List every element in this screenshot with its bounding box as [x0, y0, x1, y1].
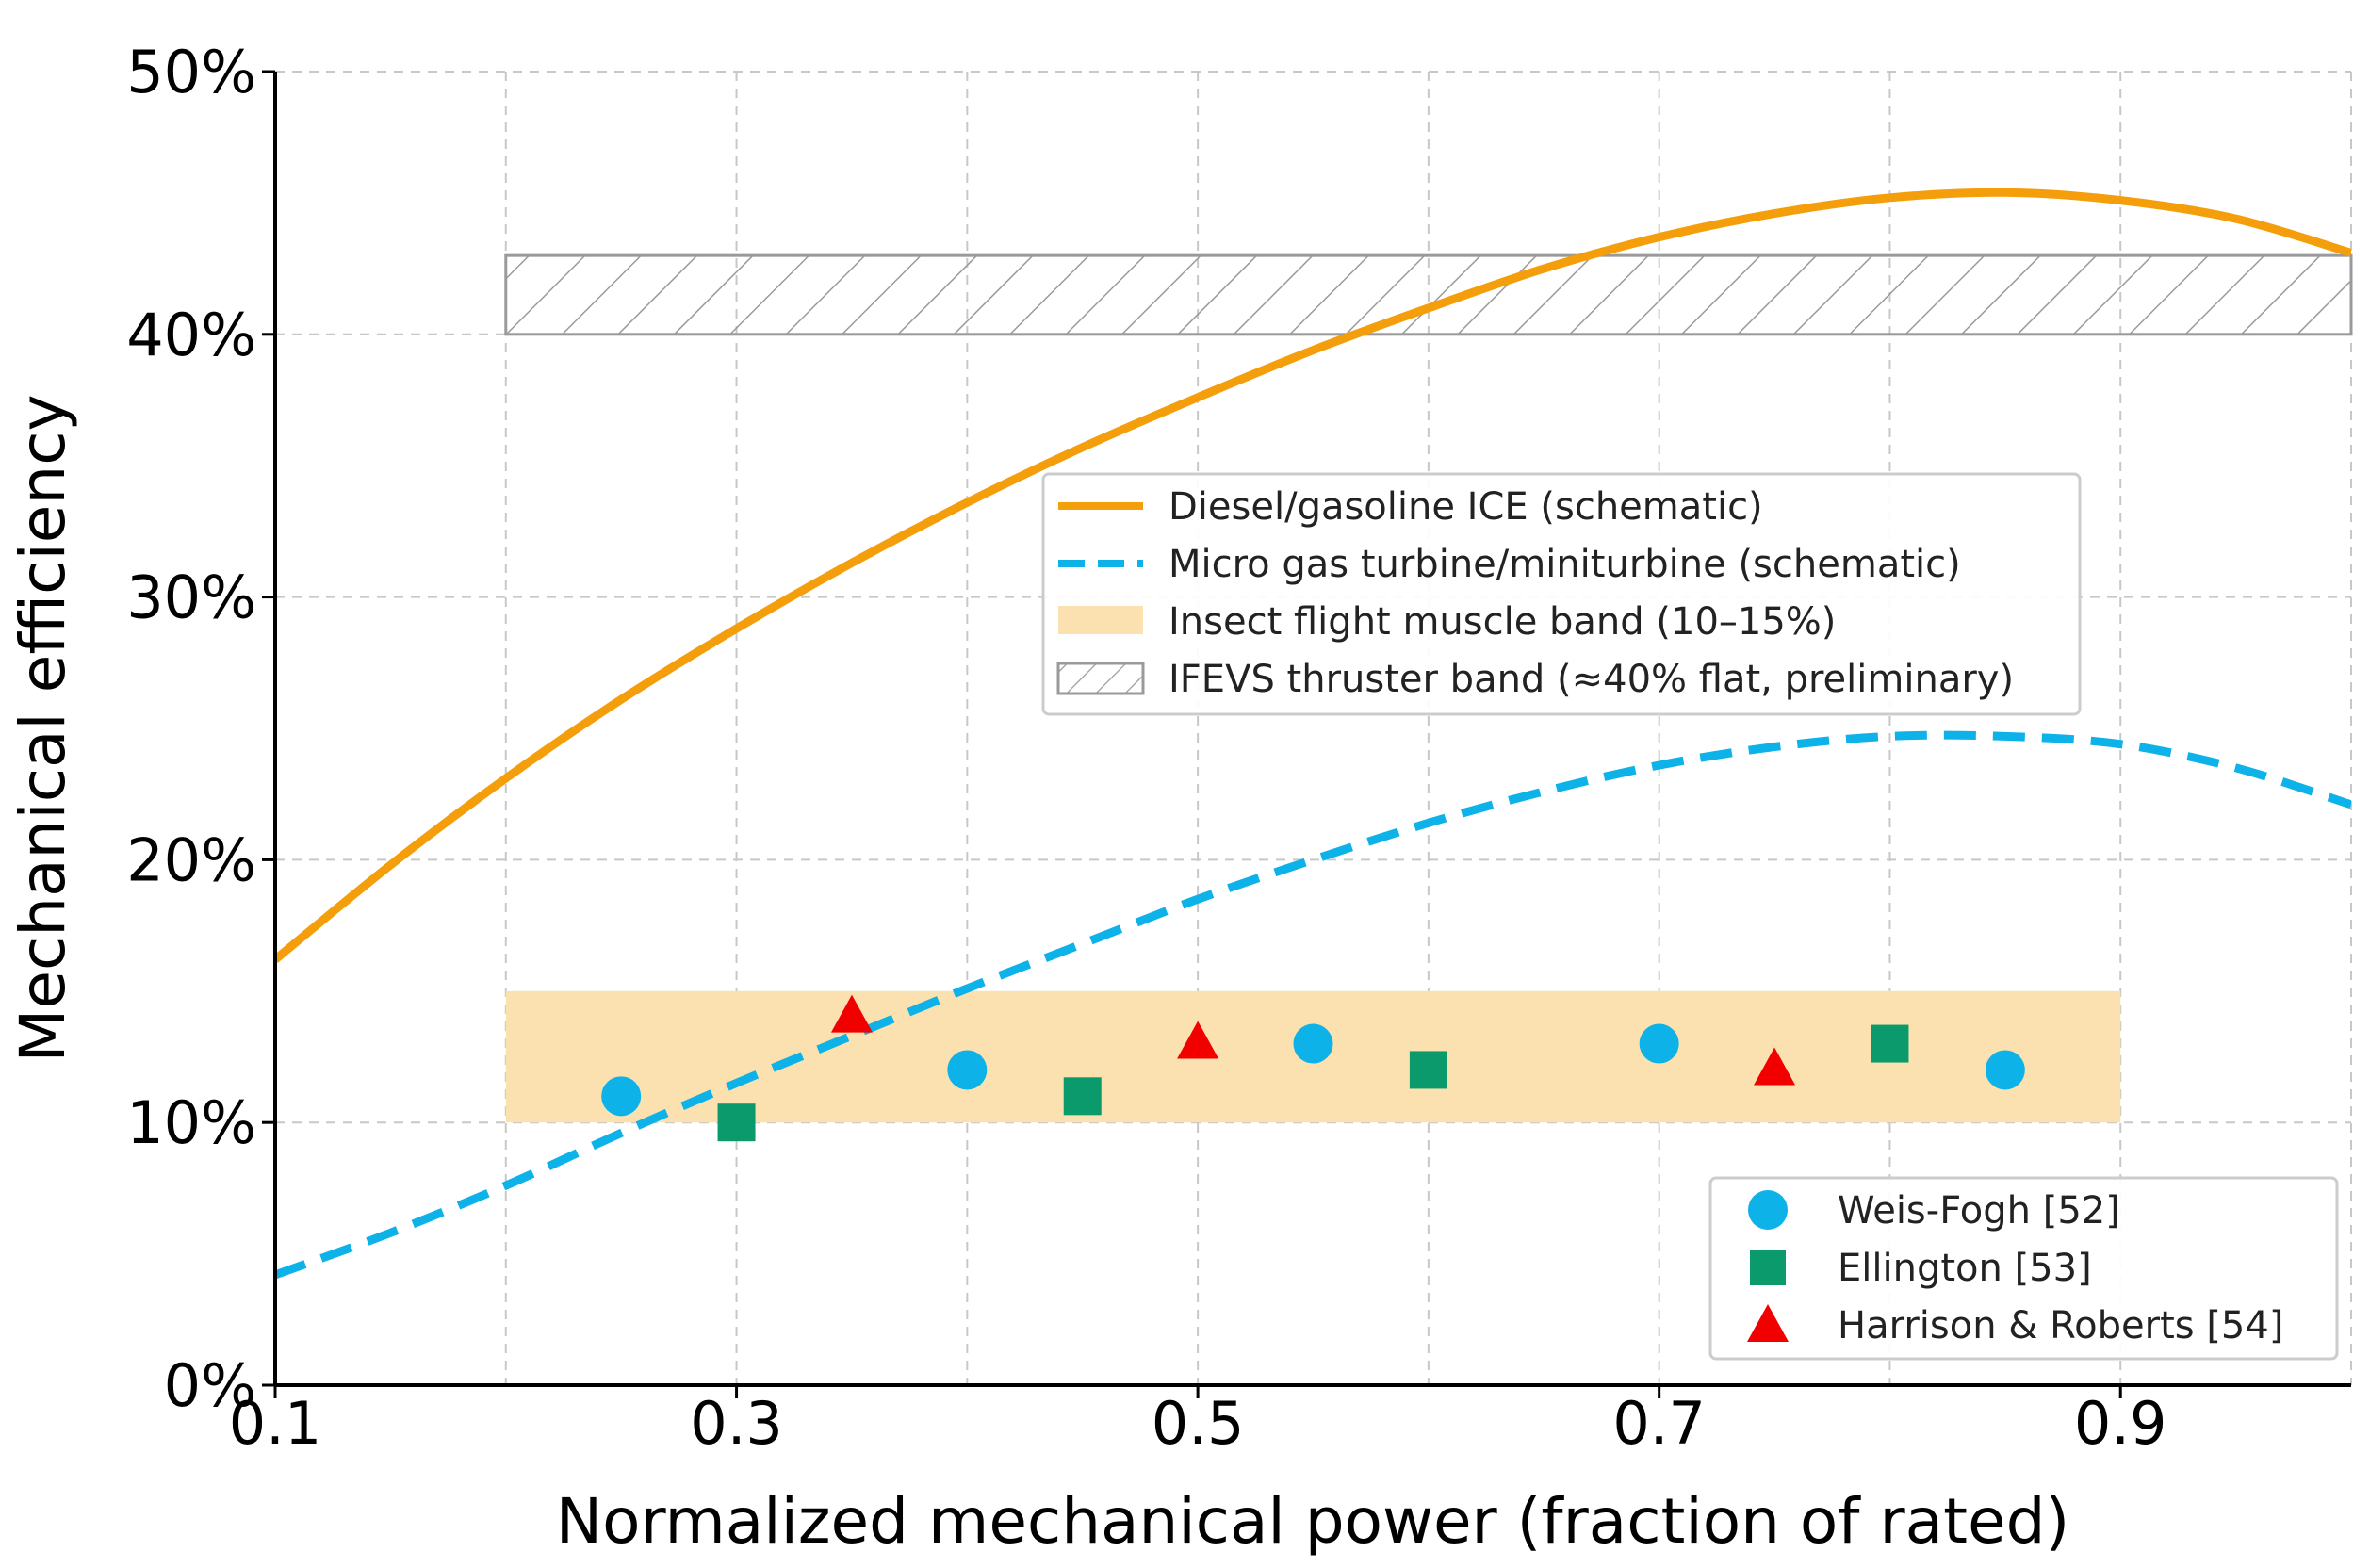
- legend-weisfogh-label: Weis-Fogh [52]: [1838, 1189, 2120, 1233]
- axes: [273, 72, 2351, 1387]
- y-tick-label-4: 40%: [126, 301, 256, 369]
- scatter-point-ellington-4: [1871, 1024, 1909, 1063]
- scatter-point-harrison-roberts-2: [1177, 1021, 1219, 1059]
- series-line-micro-turbine: [275, 730, 2351, 1280]
- legend-harrison-label: Harrison & Roberts [54]: [1838, 1304, 2283, 1348]
- scatter-point-harrison-roberts-1: [830, 994, 873, 1033]
- bands: [504, 253, 2353, 1123]
- legend-lower: Weis-Fogh [52] Ellington [53] Harrison &…: [1708, 1176, 2339, 1361]
- y-tick-label-2: 20%: [126, 825, 256, 894]
- legend-ellington-marker: [1750, 1250, 1786, 1285]
- x-tick-label-3: 0.7: [1612, 1389, 1706, 1458]
- y-tick-label-1: 10%: [126, 1088, 256, 1157]
- ticks: 0.1 0.3 0.5 0.7 0.9 0% 10% 20% 30% 40% 50%: [126, 38, 2166, 1458]
- legend-upper: Diesel/gasoline ICE (schematic) Micro ga…: [1041, 472, 2082, 716]
- x-tick-label-4: 0.9: [2074, 1389, 2167, 1458]
- legend-harrison-marker: [1747, 1304, 1789, 1342]
- legend-ellington-label: Ellington [53]: [1838, 1247, 2092, 1290]
- scatter-point-ellington-3: [1409, 1051, 1447, 1089]
- scatter-points: [601, 994, 2025, 1142]
- legend-lower-frame: [1708, 1176, 2339, 1361]
- band-ifevs-thruster-band-40-flat-pr: [504, 253, 2353, 336]
- x-tick-label-2: 0.5: [1152, 1389, 1245, 1458]
- scatter-point-weisfogh-1: [601, 1076, 642, 1117]
- scatter-point-weisfogh-2: [947, 1050, 988, 1090]
- scatter-point-weisfogh-3: [1293, 1023, 1333, 1064]
- y-tick-label-3: 30%: [126, 564, 256, 632]
- x-tick-label-1: 0.3: [690, 1389, 783, 1458]
- legend-weisfogh-marker: [1748, 1190, 1788, 1230]
- y-tick-label-5: 50%: [126, 38, 256, 106]
- scatter-point-ellington-2: [1063, 1077, 1102, 1116]
- series-line-ice: [275, 188, 2351, 963]
- x-tick-label-0: 0.1: [229, 1389, 322, 1458]
- y-tick-label-0: 0%: [164, 1351, 256, 1420]
- x-axis-title: Normalized mechanical power (fraction of…: [556, 1485, 2069, 1558]
- legend-insect-band-swatch: [1058, 606, 1143, 634]
- y-axis-title: Mechanical efficiency: [7, 394, 79, 1062]
- legend-insect-band-label: Insect flight muscle band (10–15%): [1169, 600, 1836, 644]
- legend-ice-label: Diesel/gasoline ICE (schematic): [1169, 485, 1763, 529]
- series-lines: [275, 188, 2351, 1280]
- scatter-point-ellington-1: [717, 1103, 756, 1142]
- scatter-point-weisfogh-5: [1985, 1050, 2025, 1090]
- legend-turbine-label: Micro gas turbine/miniturbine (schematic…: [1169, 543, 1961, 586]
- legend-ifevs-band-swatch: [1056, 662, 1145, 695]
- scatter-point-weisfogh-4: [1639, 1023, 1679, 1064]
- legend-ifevs-band-label: IFEVS thruster band (≈40% flat, prelimin…: [1169, 658, 2014, 701]
- scatter-point-harrison-roberts-3: [1754, 1047, 1796, 1086]
- legend-upper-frame: [1041, 472, 2082, 716]
